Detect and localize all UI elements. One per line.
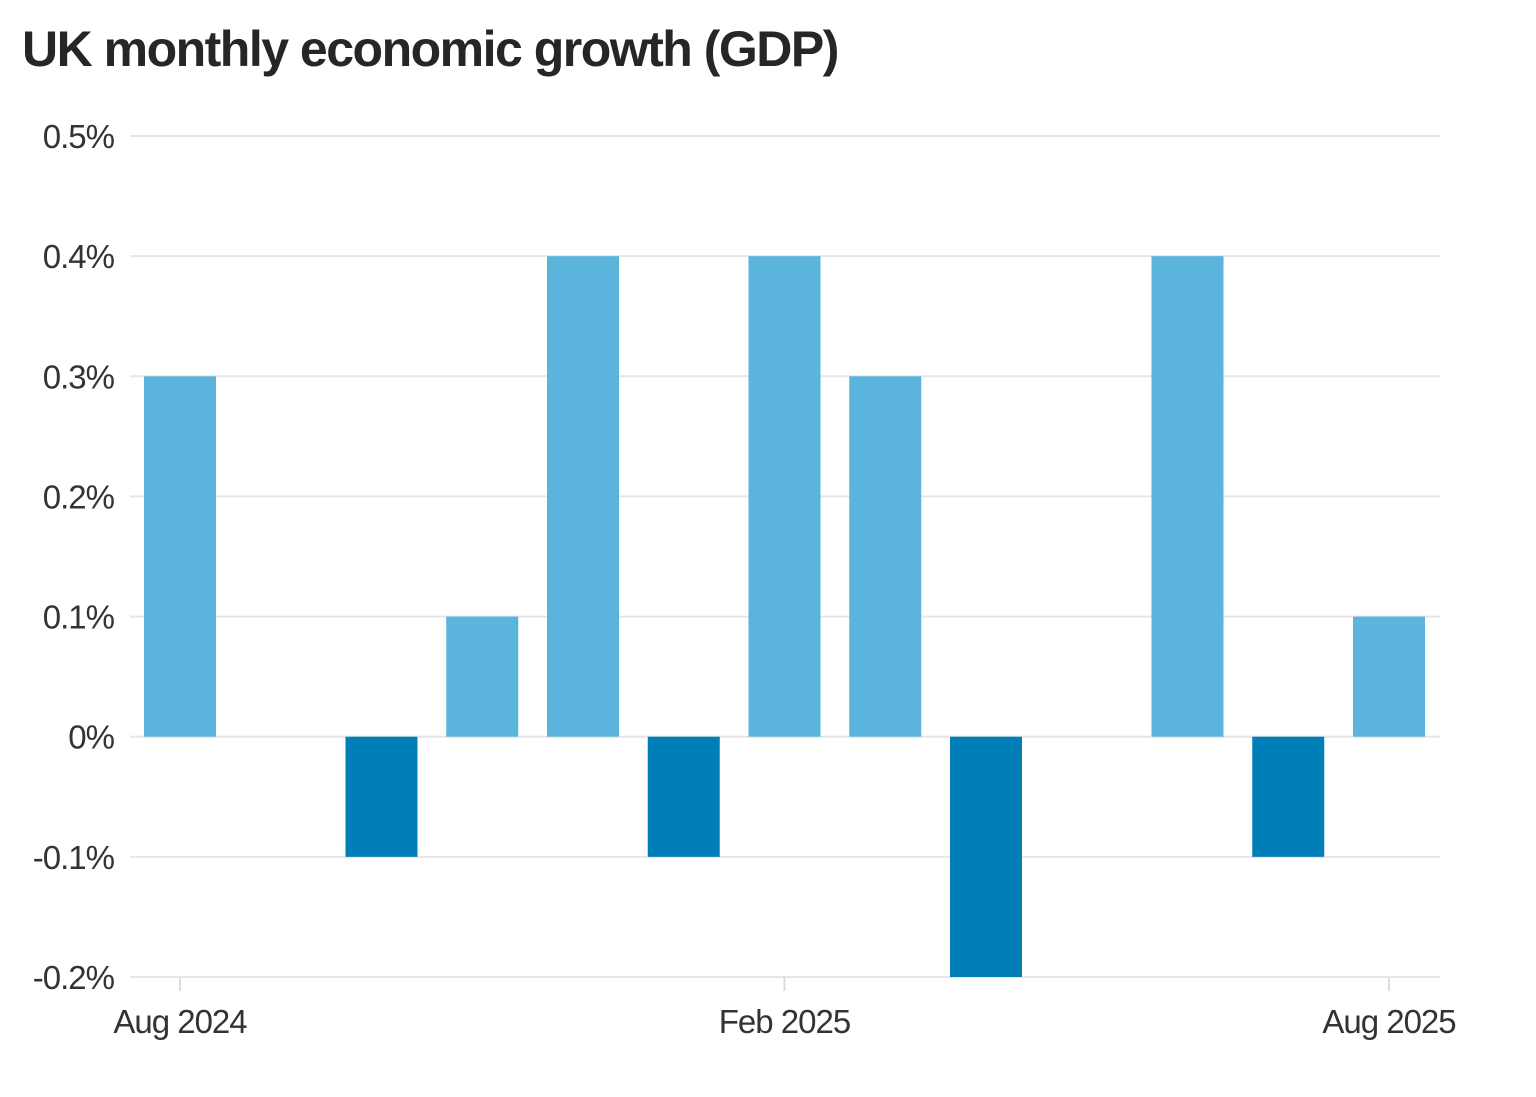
y-axis-tick-labels: 0.5% 0.4% 0.3% 0.2% 0.1% 0% -0.1% -0.2% (33, 118, 116, 996)
y-tick-label: 0.2% (43, 478, 115, 515)
bar-apr-2025 (950, 736, 1022, 977)
y-tick-label: 0.3% (43, 358, 115, 395)
bar-dec-2024 (547, 256, 619, 737)
bar-nov-2024 (446, 616, 519, 737)
x-tick-label: Aug 2024 (113, 1003, 247, 1040)
bar-aug-2025 (1353, 616, 1425, 737)
bar-jun-2025 (1151, 256, 1224, 737)
x-axis: Aug 2024 Feb 2025 Aug 2025 (113, 977, 1457, 1040)
bars (144, 256, 1425, 977)
y-tick-label: -0.1% (33, 839, 115, 876)
y-tick-label: -0.2% (33, 959, 115, 996)
bar-feb-2025 (748, 256, 821, 737)
bar-jan-2025 (647, 736, 720, 857)
bar-oct-2024 (345, 736, 418, 857)
y-tick-label: 0.1% (43, 599, 115, 636)
x-tick-label: Feb 2025 (719, 1003, 850, 1040)
y-tick-label: 0% (68, 719, 114, 756)
y-tick-label: 0.4% (43, 238, 115, 275)
bar-mar-2025 (849, 376, 922, 737)
chart-title: UK monthly economic growth (GDP) (22, 21, 839, 77)
y-tick-label: 0.5% (43, 118, 115, 155)
bar-jul-2025 (1252, 736, 1325, 857)
bar-aug-2024 (144, 376, 216, 737)
x-tick-label: Aug 2025 (1322, 1003, 1455, 1040)
